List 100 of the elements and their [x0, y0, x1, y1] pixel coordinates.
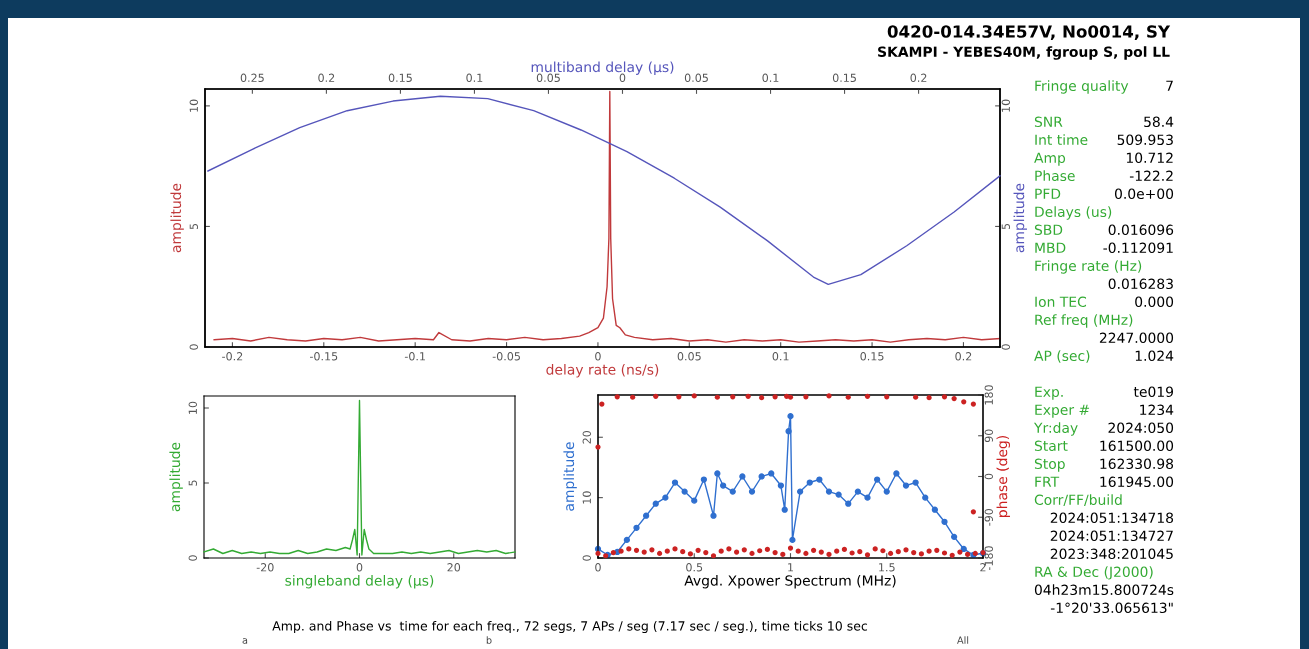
y-tick-label: 5	[188, 480, 197, 486]
text: 0.000	[1135, 296, 1174, 308]
text: 2024:051:134727	[1050, 530, 1173, 542]
text: 2247.0000	[1099, 332, 1174, 344]
category-label: MBD	[1035, 242, 1066, 253]
x-tick-label: 0	[595, 563, 601, 572]
text: Amp. and Phase vs time for each freq., 72 segs, 7 APs / seg (7.17 sec / seg.), time ticks 10 sec	[272, 620, 868, 634]
category-label: SBD	[1034, 224, 1063, 236]
text: 1.024	[1135, 350, 1174, 362]
y-tick-label: 0	[189, 344, 198, 350]
y-tick-label: 5	[189, 223, 198, 230]
text: 58.4	[1144, 116, 1174, 128]
x-tick-label: 0	[595, 352, 601, 361]
category-label: PFD	[1035, 188, 1061, 199]
category-label: Amp	[1034, 152, 1066, 166]
x-tick-label: 0.15	[860, 352, 884, 361]
category-label: Phase	[1035, 170, 1075, 182]
x-tick-label: -0.2	[222, 352, 243, 361]
text: te019	[1133, 386, 1174, 398]
y2-tick-label: -180	[984, 546, 993, 571]
category-label: Fringe quality	[1035, 80, 1129, 94]
x2-tick-label: 0.15	[388, 73, 412, 82]
category-label: Int time	[1035, 134, 1088, 146]
y2-axis-title: amplitude	[1013, 183, 1027, 253]
x-axis-title: singleband delay (μs)	[285, 575, 434, 589]
x-axis-title: delay rate (ns/s)	[546, 364, 659, 378]
category-label: Start	[1034, 440, 1068, 452]
category-label: Corr/FF/build	[1034, 494, 1122, 507]
y-tick-label: 0	[188, 555, 197, 561]
x-tick-label: 1.5	[879, 563, 895, 572]
category-label: Ref freq (MHz)	[1035, 314, 1133, 328]
y-axis-title: amplitude	[170, 183, 184, 253]
text: 7	[1166, 80, 1173, 91]
category-label: Yr:day	[1033, 422, 1078, 436]
category-label: Ion TEC	[1035, 296, 1087, 308]
y2-tick-label: 0	[984, 473, 993, 480]
x2-tick-label: 0.05	[536, 73, 560, 82]
text: 2024:051:134718	[1050, 512, 1174, 524]
category-label: RA & Dec (J2000)	[1035, 566, 1153, 580]
x-tick-label: 20	[447, 563, 461, 572]
x2-tick-label: 0.1	[762, 73, 779, 82]
x-tick-label: -0.1	[404, 352, 425, 361]
x-tick-label: -0.15	[309, 352, 338, 361]
text: 0420-014.34E57V, No0014, SY	[887, 25, 1171, 40]
text: 0.0e+00	[1114, 188, 1174, 200]
text: 1234	[1140, 404, 1174, 416]
x2-tick-label: 0.2	[910, 73, 927, 82]
x-tick-label: -0.05	[492, 352, 520, 361]
category-label: SNR	[1034, 116, 1063, 128]
y-tick-label: 10	[188, 401, 197, 414]
x-tick-label: -20	[256, 563, 274, 572]
text: 04h23m15.800724s	[1034, 584, 1174, 596]
x2-tick-label: 0.05	[684, 73, 708, 82]
y2-axis-title: phase (deg)	[996, 436, 1010, 517]
text: 509.953	[1117, 134, 1173, 146]
x-tick-label: 0	[356, 563, 363, 572]
y-tick-label: 10	[582, 491, 591, 504]
x2-tick-label: 0.15	[832, 73, 856, 82]
category-label: Exp.	[1035, 386, 1063, 400]
text: 162330.98	[1100, 458, 1174, 470]
text: -1°20'33.065613"	[1050, 602, 1173, 614]
x2-tick-label: 0	[619, 73, 626, 82]
category-label: FRT	[1035, 476, 1060, 487]
x-tick-label: 0.1	[772, 352, 789, 361]
text: All	[957, 636, 969, 644]
y2-tick-label: 0	[1001, 344, 1010, 350]
text: SKAMPI - YEBES40M, fgroup S, pol LL	[878, 46, 1170, 60]
text: -0.112091	[1103, 242, 1173, 254]
y2-tick-label: 90	[984, 429, 993, 443]
category-label: Fringe rate (Hz)	[1035, 260, 1142, 274]
text: 2024:050	[1108, 422, 1174, 434]
y-tick-label: 0	[582, 555, 591, 561]
text: 161500.00	[1100, 440, 1174, 452]
category-label: AP (sec)	[1034, 350, 1090, 363]
x-axis-title: Avgd. Xpower Spectrum (MHz)	[684, 575, 896, 589]
x-tick-label: 1	[788, 563, 794, 572]
x2-tick-label: 0.1	[466, 73, 483, 82]
x2-tick-label: 0.25	[240, 73, 264, 82]
x-tick-label: 0.05	[677, 352, 701, 361]
x-tick-label: 2	[980, 563, 986, 572]
y-tick-label: 20	[582, 430, 591, 444]
y-axis-title: amplitude	[169, 442, 183, 512]
text: 161945.00	[1100, 476, 1174, 488]
text: 10.712	[1126, 152, 1173, 164]
y2-tick-label: -90	[984, 508, 993, 526]
x-tick-label: 0.2	[955, 352, 972, 361]
category-label: Exper #	[1035, 404, 1090, 418]
y-tick-label: 10	[189, 99, 198, 112]
x-tick-label: 0.5	[686, 563, 703, 572]
text: 0.016283	[1108, 278, 1173, 290]
text: 2023:348:201045	[1050, 548, 1173, 560]
category-label: Stop	[1034, 458, 1065, 472]
x2-tick-label: 0.2	[318, 73, 335, 82]
y-axis-title: amplitude	[563, 442, 577, 511]
text: 0.016096	[1108, 224, 1174, 236]
category-label: Delays (us)	[1035, 206, 1112, 220]
text: a	[242, 638, 248, 644]
text: -122.2	[1129, 170, 1173, 181]
y2-tick-label: 180	[984, 385, 993, 405]
text: b	[486, 636, 492, 644]
